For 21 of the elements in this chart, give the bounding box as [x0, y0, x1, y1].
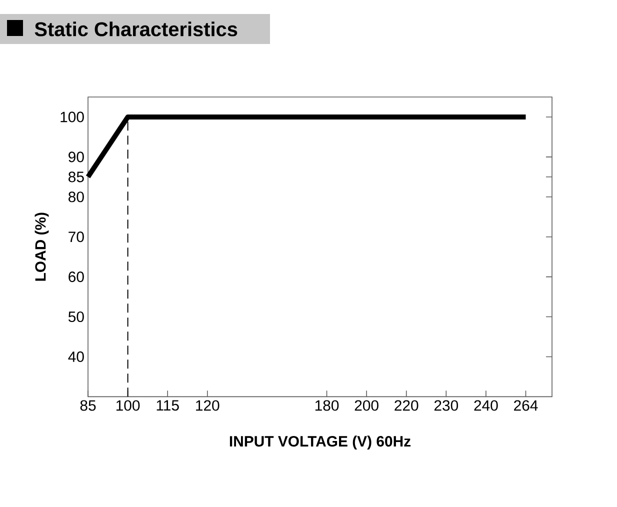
x-tick-label: 200	[354, 400, 378, 411]
y-tick-label: 40	[68, 351, 84, 362]
x-tick-label: 85	[80, 400, 96, 411]
x-tick-label: 264	[514, 400, 538, 411]
x-tick-label: 230	[434, 400, 458, 411]
x-tick-label: 240	[474, 400, 498, 411]
x-tick-label: 100	[116, 400, 140, 411]
y-tick-label: 100	[60, 112, 84, 122]
y-tick-label: 85	[68, 172, 84, 182]
y-axis-title: LOAD (%)	[34, 212, 49, 281]
y-tick-label: 70	[68, 232, 84, 242]
x-tick-label: 180	[315, 400, 339, 411]
x-tick-label: 115	[156, 400, 179, 411]
y-tick-label: 60	[68, 272, 84, 282]
y-tick-label: 50	[68, 311, 84, 322]
x-tick-label: 120	[196, 400, 220, 411]
y-tick-label: 90	[68, 152, 84, 162]
y-tick-label: 80	[68, 192, 84, 202]
x-axis-title: INPUT VOLTAGE (V) 60Hz	[230, 436, 411, 450]
x-tick-label: 220	[394, 400, 418, 411]
chart-title: Static Characteristics	[34, 22, 238, 36]
